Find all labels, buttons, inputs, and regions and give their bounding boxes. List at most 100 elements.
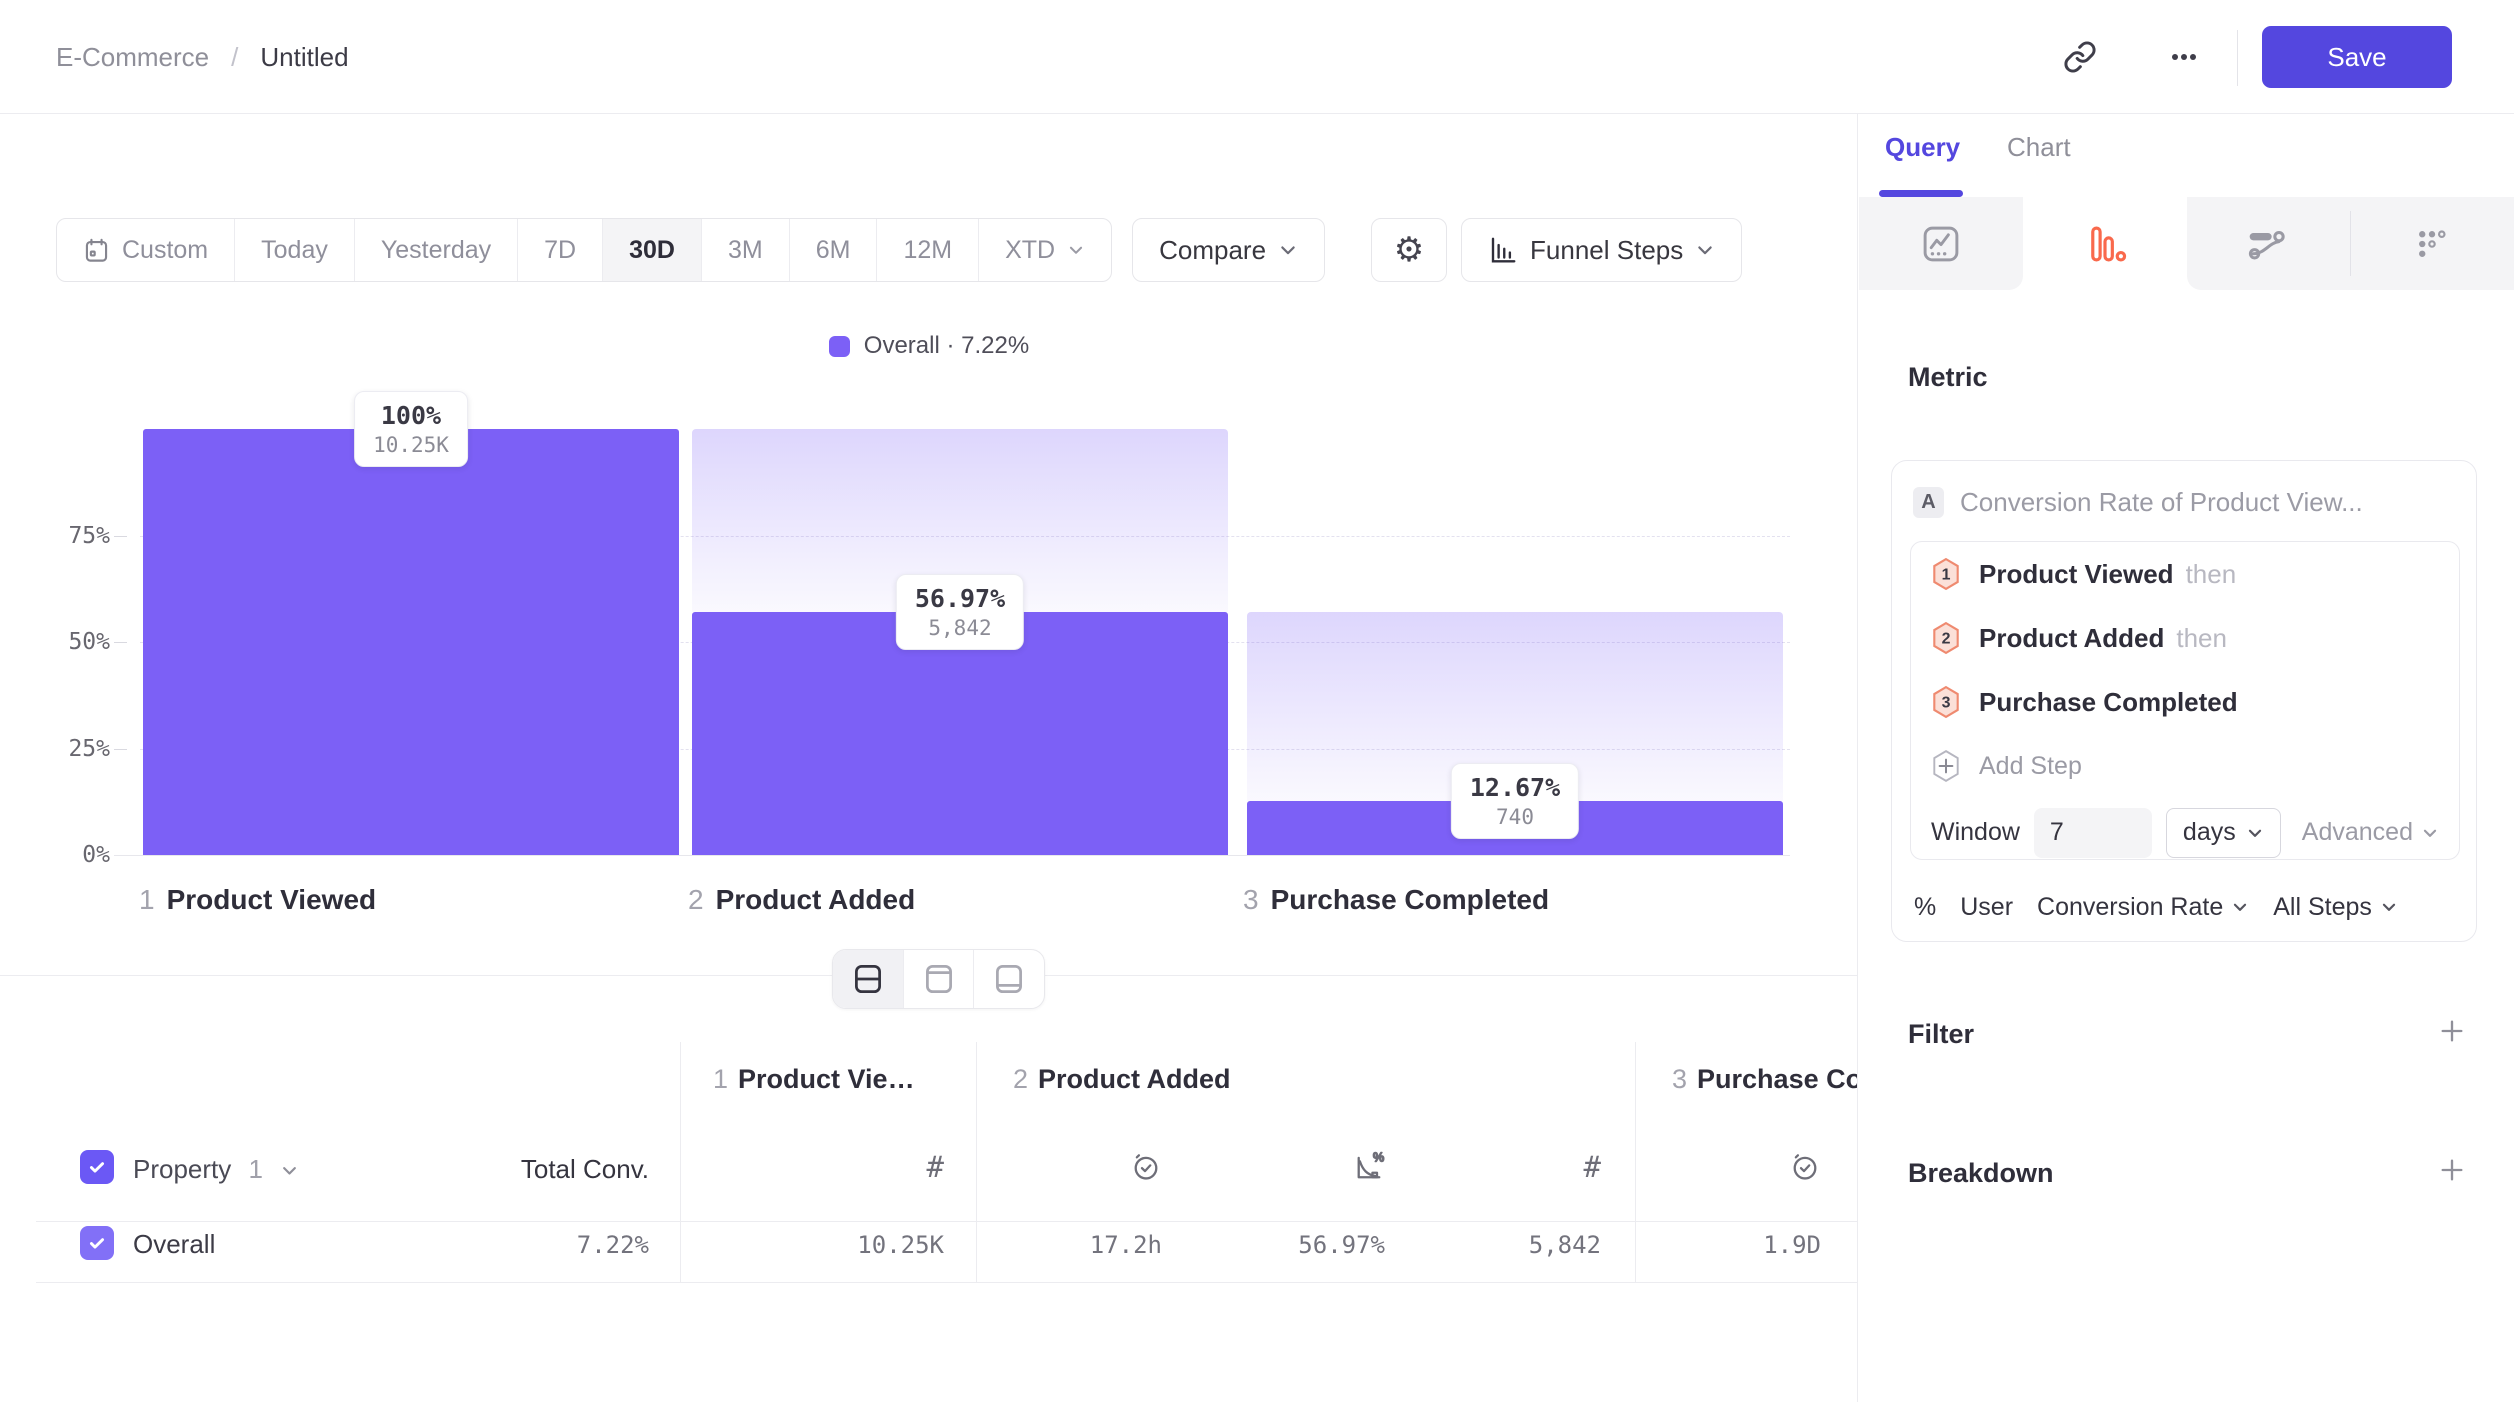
- formula-title: Conversion Rate of Product View...: [1960, 487, 2363, 517]
- date-range-yesterday[interactable]: Yesterday: [355, 219, 519, 281]
- advanced-toggle[interactable]: Advanced: [2302, 818, 2439, 847]
- copy-link-button[interactable]: [2052, 0, 2108, 114]
- breadcrumb: E-Commerce / Untitled: [56, 0, 349, 114]
- bar-chart-icon: [1488, 235, 1518, 265]
- row-checkbox-overall[interactable]: [80, 1226, 114, 1260]
- property-selector[interactable]: Property 1: [133, 1154, 299, 1185]
- layout-table-only-button[interactable]: [974, 950, 1044, 1008]
- date-range-7d[interactable]: 7D: [518, 219, 604, 281]
- step-row-2[interactable]: 2 Product Added then: [1911, 606, 2459, 670]
- link-icon: [2063, 40, 2097, 74]
- funnel-bar-step-1[interactable]: [143, 429, 679, 855]
- measurement-row: % User Conversion Rate All Steps: [1914, 881, 2398, 933]
- tab-flows[interactable]: [2186, 197, 2351, 290]
- step-name-label: Product Viewed: [166, 884, 377, 915]
- step-row-1[interactable]: 1 Product Viewed then: [1911, 542, 2459, 606]
- legend-swatch: [828, 335, 850, 357]
- chart-settings-button[interactable]: ⚙: [1371, 218, 1448, 282]
- select-all-checkbox[interactable]: [80, 1150, 114, 1184]
- breadcrumb-separator: /: [231, 41, 239, 72]
- tab-insights[interactable]: [1859, 197, 2023, 290]
- steps-scope-selector[interactable]: All Steps: [2273, 893, 2398, 922]
- more-actions-button[interactable]: [2156, 0, 2212, 114]
- axis-tick: [114, 535, 127, 537]
- clock-check-icon[interactable]: [1789, 1151, 1821, 1183]
- calendar-icon: [85, 238, 108, 262]
- tab-retention[interactable]: [2350, 197, 2514, 290]
- row-total-conv: 7.22%: [576, 1231, 649, 1259]
- legend-label[interactable]: Overall · 7.22%: [863, 332, 1030, 359]
- date-range-6m[interactable]: 6M: [790, 219, 878, 281]
- date-range-12m[interactable]: 12M: [877, 219, 980, 281]
- layout-split-button[interactable]: [833, 950, 904, 1008]
- entity-selector[interactable]: User: [1960, 892, 2014, 921]
- step-number: 1: [139, 884, 155, 915]
- chevron-down-icon: [1281, 246, 1295, 255]
- chevron-down-icon: [2382, 903, 2396, 911]
- x-axis-category[interactable]: 1 Product Viewed: [139, 884, 376, 916]
- table-row-border: [36, 1282, 1857, 1283]
- step-name-label: Purchase Completed: [1270, 884, 1550, 915]
- row-value: 10.25K: [857, 1231, 944, 1259]
- report-title[interactable]: Untitled: [260, 41, 349, 72]
- bar-conversion-pct: 12.67%: [1469, 773, 1561, 803]
- chart-type-tabs: [1859, 197, 2514, 290]
- date-range-custom[interactable]: Custom: [57, 219, 236, 281]
- hash-icon[interactable]: #: [1583, 1150, 1601, 1184]
- axis-tick: [114, 748, 127, 750]
- funnel-bar-step-2[interactable]: [692, 612, 1228, 855]
- metric-type-selector[interactable]: Conversion Rate: [2037, 893, 2249, 922]
- clock-check-icon[interactable]: [1130, 1151, 1162, 1183]
- step-2-badge: 2: [1933, 621, 1959, 655]
- svg-text:%: %: [1373, 1151, 1384, 1164]
- hash-icon[interactable]: #: [926, 1150, 944, 1184]
- chart-type-selector[interactable]: Funnel Steps: [1461, 218, 1743, 282]
- step-name-label: Product Added: [715, 884, 916, 915]
- bar-value-label: 12.67% 740: [1450, 763, 1580, 840]
- tab-funnels[interactable]: [2022, 197, 2187, 290]
- breakdown-heading: Breakdown: [1908, 1158, 2054, 1188]
- report-canvas: Custom Today Yesterday 7D 30D 3M 6M 12M XTD Comp…: [0, 114, 1858, 1402]
- x-axis-category[interactable]: 3 Purchase Completed: [1243, 884, 1549, 916]
- query-panel: Query Chart: [1859, 114, 2514, 1402]
- percent-symbol: %: [1914, 892, 1937, 921]
- window-unit-select[interactable]: days: [2165, 807, 2281, 858]
- bottom-panel-icon: [996, 964, 1023, 994]
- bar-value-label: 56.97% 5,842: [895, 574, 1025, 651]
- bar-value-label: 100% 10.25K: [354, 391, 468, 467]
- date-range-today[interactable]: Today: [235, 219, 355, 281]
- compare-button[interactable]: Compare: [1132, 218, 1326, 282]
- table-column-border: [1635, 1042, 1636, 1282]
- add-step-button[interactable]: Add Step: [1911, 734, 2459, 798]
- save-button[interactable]: Save: [2262, 26, 2452, 88]
- row-value: 1.9D: [1763, 1231, 1821, 1259]
- date-range-label: 6M: [815, 235, 851, 264]
- insights-icon: [1923, 226, 1959, 261]
- layout-chart-only-button[interactable]: [904, 950, 975, 1008]
- tab-query[interactable]: Query: [1885, 132, 1961, 162]
- add-filter-button[interactable]: [2438, 1017, 2466, 1045]
- date-range-30d[interactable]: 30D: [603, 219, 702, 281]
- step-name: Product Added: [1979, 622, 2165, 653]
- x-axis-category[interactable]: 2 Product Added: [688, 884, 915, 916]
- formula-row[interactable]: A Conversion Rate of Product View...: [1913, 487, 2363, 518]
- add-breakdown-button[interactable]: [2438, 1156, 2466, 1184]
- chart-percent-icon[interactable]: %: [1353, 1151, 1385, 1183]
- date-range-label: Yesterday: [380, 235, 492, 264]
- window-value-input[interactable]: [2033, 807, 2152, 858]
- date-range-label: 30D: [629, 235, 675, 264]
- breadcrumb-parent[interactable]: E-Commerce: [56, 41, 210, 72]
- table-group-step-2: 2 Product Added: [1013, 1064, 1231, 1094]
- header-divider: [2237, 30, 2238, 86]
- retention-icon: [2419, 229, 2446, 257]
- svg-text:1: 1: [1942, 566, 1951, 583]
- date-range-3m[interactable]: 3M: [702, 219, 790, 281]
- date-range-xtd[interactable]: XTD: [979, 219, 1111, 281]
- tab-chart[interactable]: Chart: [2007, 132, 2071, 162]
- total-conv-header[interactable]: Total Conv.: [520, 1154, 649, 1184]
- chevron-down-icon: [1698, 246, 1712, 255]
- y-axis-label: 50%: [68, 629, 110, 655]
- step-row-3[interactable]: 3 Purchase Completed: [1911, 670, 2459, 734]
- date-range-label: Custom: [122, 235, 209, 264]
